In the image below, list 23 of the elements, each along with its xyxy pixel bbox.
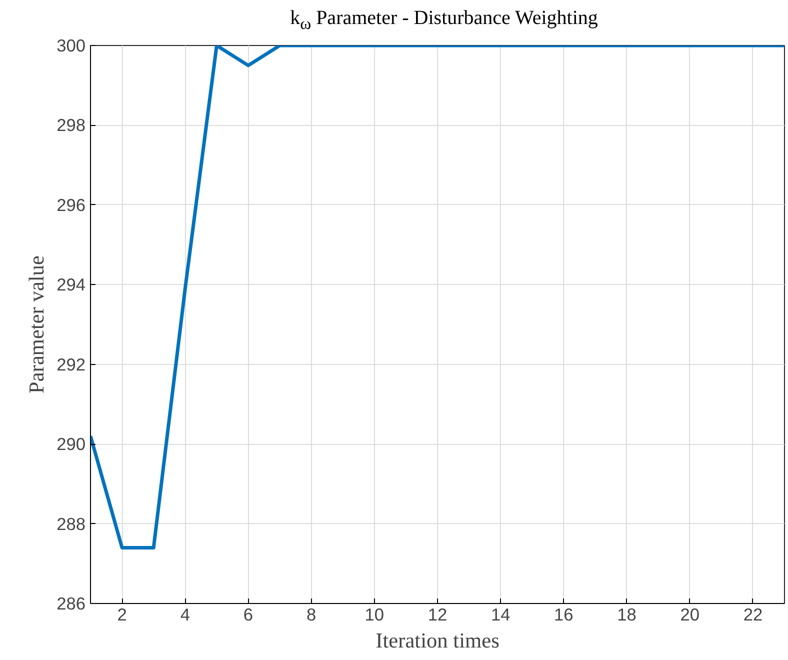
x-tick-label: 10 xyxy=(364,604,384,624)
y-tick-label: 298 xyxy=(56,115,86,136)
x-axis-title: Iteration times xyxy=(376,628,500,652)
y-tick-label: 292 xyxy=(56,354,86,374)
x-tick-label: 8 xyxy=(306,604,316,624)
x-tick-label: 20 xyxy=(680,604,700,624)
y-tick-label: 296 xyxy=(56,194,86,215)
chart-title: k$_{ω}$ Parameter - Disturbance Weighting xyxy=(290,6,598,35)
y-tick-label: 294 xyxy=(56,274,86,295)
x-tick-label: 18 xyxy=(617,604,636,624)
y-tick-label: 300 xyxy=(56,36,86,56)
x-tick-label: 12 xyxy=(428,604,448,624)
x-tick-label: 6 xyxy=(243,604,254,624)
x-tick-label: 22 xyxy=(743,604,763,624)
y-tick-label: 288 xyxy=(56,514,86,534)
x-tick-label: 2 xyxy=(117,604,127,624)
x-tick-label: 16 xyxy=(554,604,574,624)
y-tick-label: 290 xyxy=(56,434,86,454)
x-tick-label: 14 xyxy=(490,604,511,624)
line-series xyxy=(90,46,784,550)
y-tick-label: 286 xyxy=(56,594,86,614)
x-tick-label: 4 xyxy=(180,604,190,624)
y-axis-title: Parameter value xyxy=(24,256,49,394)
